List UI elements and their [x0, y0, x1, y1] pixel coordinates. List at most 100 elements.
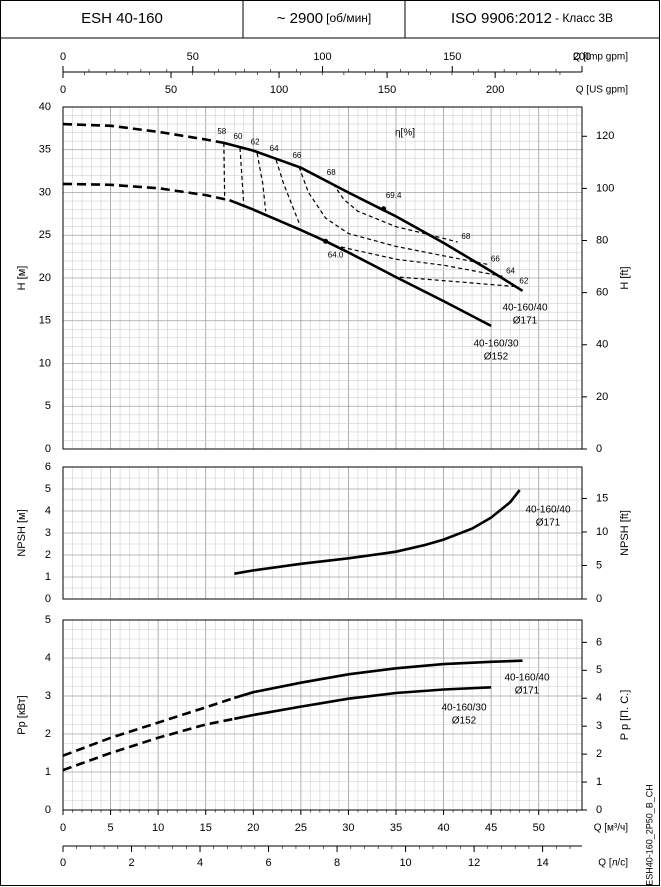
y-tick-label: 35 [39, 144, 51, 156]
x-tick-label: 15 [200, 822, 212, 834]
annotation: Ø171 [536, 518, 561, 529]
annotation: 40-160/40 [525, 505, 570, 516]
plot-frame [62, 466, 583, 600]
grade: - Класс 3B [555, 11, 613, 25]
x-tick-label: 4 [197, 857, 203, 869]
x-tick-label: 2 [128, 857, 134, 869]
plot-frame [62, 106, 583, 450]
y2-axis-title: P p [П. С.] [619, 690, 631, 741]
y2-tick-label: 20 [596, 391, 608, 403]
efficiency-label: 58 [217, 127, 226, 136]
y2-tick-label: 6 [596, 636, 602, 648]
curve [234, 489, 521, 575]
speed-unit: [об/мин] [326, 11, 371, 25]
x-tick-label: 35 [390, 822, 402, 834]
x-tick-label: 30 [342, 822, 354, 834]
y-axis-title: NPSH [м] [16, 509, 28, 556]
x-axis-title: Q [м³/ч] [594, 823, 629, 834]
y-tick-label: 5 [45, 483, 51, 495]
annotation: 40-160/30 [473, 339, 518, 350]
x-tick-label: 45 [485, 822, 497, 834]
x-tick-label: 25 [295, 822, 307, 834]
y2-tick-label: 15 [596, 492, 608, 504]
x-tick-label: 6 [265, 857, 271, 869]
y-tick-label: 10 [39, 357, 51, 369]
annotation: Ø152 [484, 352, 509, 363]
y2-tick-label: 0 [596, 443, 602, 455]
y2-axis-title: H [ft] [619, 266, 631, 289]
x-tick-label: 150 [443, 51, 461, 63]
y-tick-label: 4 [45, 652, 51, 664]
x-axis-title: Q [US gpm] [576, 85, 628, 96]
x-tick-label: 14 [536, 857, 548, 869]
y2-tick-label: 3 [596, 720, 602, 732]
footer-code: ESH40-160_2P50_B_CH [644, 784, 654, 886]
curve [229, 198, 492, 328]
y-tick-label: 1 [45, 766, 51, 778]
x-tick-label: 12 [468, 857, 480, 869]
annotation: 40-160/40 [502, 303, 547, 314]
efficiency-label: 60 [234, 132, 243, 141]
x-tick-label: 200 [573, 51, 591, 63]
curve-dashed [62, 122, 225, 145]
y2-tick-label: 5 [596, 559, 602, 571]
x-tick-label: 150 [378, 84, 396, 96]
x-axis-title: Q [л/с] [598, 858, 628, 869]
efficiency-curve [256, 153, 516, 288]
curve-dashed [62, 182, 230, 202]
standard-name: ISO 9906:2012 [451, 10, 552, 27]
y-tick-label: 25 [39, 229, 51, 241]
y-tick-label: 3 [45, 527, 51, 539]
x-tick-label: 100 [313, 51, 331, 63]
annotation: η[%] [395, 128, 415, 139]
efficiency-point [381, 206, 387, 212]
efficiency-label: 62 [519, 277, 528, 286]
efficiency-label: 64 [270, 144, 279, 153]
x-tick-label: 0 [60, 84, 66, 96]
y2-tick-label: 2 [596, 748, 602, 760]
y-tick-label: 5 [45, 400, 51, 412]
y-tick-label: 4 [45, 505, 51, 517]
y2-tick-label: 1 [596, 776, 602, 788]
speed-value: ~ 2900 [277, 10, 323, 27]
x-tick-label: 0 [60, 51, 66, 63]
efficiency-label: 68 [327, 168, 336, 177]
model-name: ESH 40-160 [81, 10, 163, 27]
y2-tick-label: 5 [596, 664, 602, 676]
curve [223, 141, 524, 292]
y-tick-label: 0 [45, 804, 51, 816]
x-tick-label: 10 [152, 822, 164, 834]
y-tick-label: 2 [45, 549, 51, 561]
annotation: Ø171 [513, 316, 538, 327]
x-tick-label: 5 [108, 822, 114, 834]
y2-tick-label: 0 [596, 804, 602, 816]
y-tick-label: 3 [45, 690, 51, 702]
efficiency-point-label: 69.4 [386, 191, 402, 200]
x-tick-label: 0 [60, 857, 66, 869]
curve [233, 659, 523, 700]
curve-dashed [62, 696, 235, 757]
x-tick-label: 0 [60, 822, 66, 834]
x-tick-label: 8 [334, 857, 340, 869]
efficiency-label: 68 [461, 232, 470, 241]
annotation: Ø171 [515, 686, 540, 697]
x-tick-label: 50 [187, 51, 199, 63]
efficiency-curve [223, 142, 226, 201]
y-axis-title: Pp [кВт] [16, 695, 28, 734]
y-tick-label: 20 [39, 272, 51, 284]
efficiency-label: 66 [292, 151, 301, 160]
x-tick-label: 20 [247, 822, 259, 834]
efficiency-curve [275, 159, 503, 277]
x-tick-label: 40 [437, 822, 449, 834]
y2-tick-label: 10 [596, 526, 608, 538]
x-tick-label: 200 [486, 84, 504, 96]
annotation: 40-160/30 [441, 703, 486, 714]
x-tick-label: 50 [533, 822, 545, 834]
y2-axis-title: NPSH [ft] [619, 510, 631, 556]
speed: ~ 2900 [об/мин] [277, 10, 372, 27]
curve-dashed [62, 717, 235, 772]
curve [234, 686, 492, 721]
y2-tick-label: 120 [596, 130, 614, 142]
y-tick-label: 15 [39, 315, 51, 327]
efficiency-label: 64 [506, 266, 515, 275]
